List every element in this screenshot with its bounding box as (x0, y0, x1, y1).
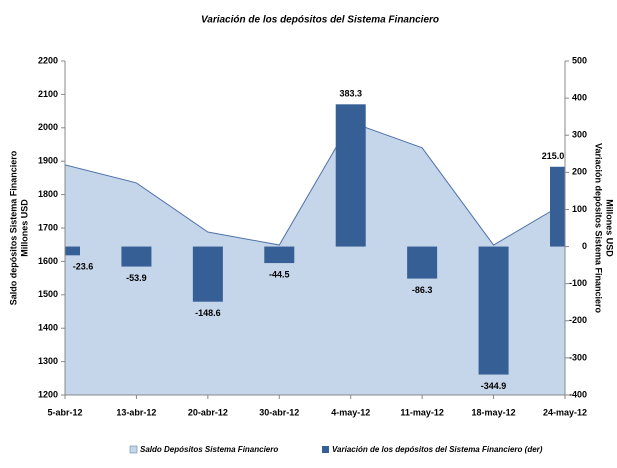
x-tick-label: 5-abr-12 (47, 407, 82, 417)
y-tick-label: 2000 (38, 122, 58, 132)
bar (407, 246, 438, 279)
area-line (65, 121, 565, 246)
y2-tick-label: -300 (569, 352, 587, 362)
x-tick-label: 13-abr-12 (116, 407, 156, 417)
y2-tick-label: -400 (569, 389, 587, 399)
bar (335, 104, 366, 247)
y2-tick-label: 400 (572, 92, 587, 102)
y2-tick-label: 100 (572, 204, 587, 214)
y2-axis-label: Millones USD (605, 199, 615, 257)
plot-area (65, 104, 565, 395)
bar (478, 246, 509, 375)
area (65, 122, 565, 395)
y-tick-label: 2100 (38, 89, 58, 99)
data-label: -23.6 (73, 262, 94, 272)
data-label: 383.3 (339, 89, 362, 99)
legend-label: Variación de los depósitos del Sistema F… (332, 445, 543, 454)
data-label: -344.9 (481, 381, 507, 391)
y2-tick-label: 500 (572, 55, 587, 65)
data-label: -53.9 (126, 273, 147, 283)
x-tick-label: 18-may-12 (472, 407, 516, 417)
y2-tick-label: -100 (569, 278, 587, 288)
y-tick-label: 1300 (38, 356, 58, 366)
data-label: -44.5 (269, 269, 290, 279)
y2-tick-label: 300 (572, 130, 587, 140)
legend-swatch (322, 446, 329, 453)
y-tick-label: 1500 (38, 289, 58, 299)
chart-title: Variación de los depósitos del Sistema F… (201, 15, 439, 26)
bar (65, 246, 80, 256)
y2-tick-label: -200 (569, 315, 587, 325)
y2-tick-label: 0 (582, 241, 587, 251)
y-tick-label: 1400 (38, 323, 58, 333)
x-tick-label: 30-abr-12 (259, 407, 299, 417)
data-label: 215.0 (542, 151, 565, 161)
y-tick-label: 1200 (38, 389, 58, 399)
x-tick-label: 20-abr-12 (188, 407, 228, 417)
y2-axis-label: Variación depósitos Sistema Financiero (594, 143, 604, 314)
y-tick-label: 1700 (38, 222, 58, 232)
bar (121, 246, 152, 267)
x-tick-label: 11-may-12 (400, 407, 444, 417)
data-label: -148.6 (195, 308, 221, 318)
bar (550, 166, 565, 247)
y2-tick-label: 200 (572, 167, 587, 177)
y-tick-label: 1600 (38, 256, 58, 266)
legend-label: Saldo Depósitos Sistema Financiero (140, 445, 278, 454)
bar (264, 246, 295, 264)
x-tick-label: 4-may-12 (331, 407, 370, 417)
bar (192, 246, 223, 302)
y-axis-label: Millones USD (19, 199, 29, 257)
data-label: -86.3 (412, 285, 433, 295)
legend-swatch (129, 445, 138, 454)
y-tick-label: 1900 (38, 156, 58, 166)
y-axis-label: Saldo depósitos Sistema Financiero (8, 150, 18, 305)
y-tick-label: 1800 (38, 189, 58, 199)
x-tick-label: 24-may-12 (543, 407, 587, 417)
y-tick-label: 2200 (38, 55, 58, 65)
